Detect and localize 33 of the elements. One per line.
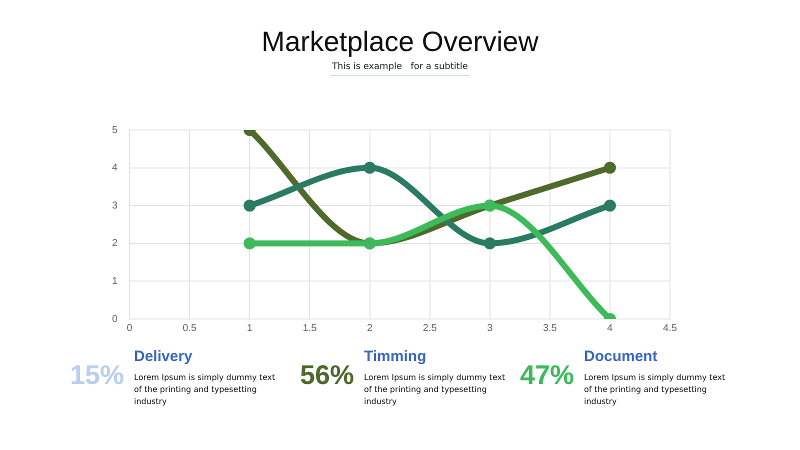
x-tick-label: 1 xyxy=(246,322,253,334)
x-tick-label: 2 xyxy=(366,322,373,334)
x-tick-label: 3.5 xyxy=(542,322,558,334)
x-tick-label: 3 xyxy=(487,322,494,334)
point xyxy=(604,162,616,174)
text: Lorem Ipsum is simply dummy text of the printing and typesetting industry xyxy=(134,372,276,408)
chart-subtitle: This is example for a subtitle xyxy=(330,62,470,76)
y-tick-label: 4 xyxy=(112,162,118,174)
text: 15% xyxy=(70,360,124,391)
text: Timming xyxy=(364,348,426,365)
x-tick-label: 0.5 xyxy=(182,322,197,334)
text: Lorem Ipsum is simply dummy text of the printing and typesetting industry xyxy=(364,372,506,408)
x-tick-label: 0 xyxy=(126,322,133,334)
text: Delivery xyxy=(134,348,192,365)
x-tick-label: 4.5 xyxy=(663,322,678,334)
point xyxy=(244,200,256,212)
point xyxy=(244,237,256,250)
text: 56% xyxy=(300,360,354,391)
y-tick-label: 0 xyxy=(112,314,118,325)
y-tick-label: 2 xyxy=(112,238,118,250)
text: Lorem Ipsum is simply dummy text of the printing and typesetting industry xyxy=(584,372,726,408)
point xyxy=(484,237,496,250)
y-tick-label: 5 xyxy=(112,124,118,136)
y-tick-label: 1 xyxy=(112,276,118,287)
text: 47% xyxy=(520,360,574,391)
x-tick-label: 1.5 xyxy=(302,322,318,334)
x-tick-label: 4 xyxy=(607,322,614,334)
point xyxy=(604,200,616,212)
x-tick-label: 2.5 xyxy=(422,322,438,334)
chart-title: Marketplace Overview xyxy=(260,26,540,58)
text: Document xyxy=(584,348,658,365)
point xyxy=(364,162,376,174)
y-tick-label: 3 xyxy=(112,200,118,212)
